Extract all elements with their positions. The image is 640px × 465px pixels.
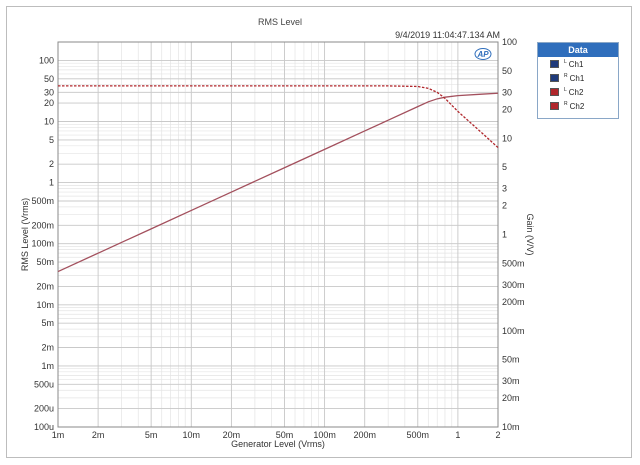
y-right-tick-label: 2 xyxy=(502,201,507,211)
plot-area xyxy=(58,42,498,427)
gain-series-line xyxy=(58,85,499,149)
y-left-tick-label: 20 xyxy=(44,98,54,108)
x-tick-label: 200m xyxy=(353,430,376,440)
y-right-tick-label: 300m xyxy=(502,280,525,290)
legend-series-name: Ch2 xyxy=(568,87,584,97)
y-left-tick-label: 5 xyxy=(49,135,54,145)
y-right-tick-label: 20 xyxy=(502,104,512,114)
y-left-tick-label: 10m xyxy=(36,300,54,310)
x-tick-label: 10m xyxy=(183,430,201,440)
y-right-tick-label: 3 xyxy=(502,184,507,194)
y-left-tick-label: 100m xyxy=(31,239,54,249)
legend-swatch xyxy=(550,88,559,96)
y-left-tick-label: 200u xyxy=(34,404,54,414)
y-left-tick-label: 1m xyxy=(41,361,54,371)
x-tick-label: 5m xyxy=(145,430,158,440)
y-left-tick-label: 100u xyxy=(34,422,54,432)
legend-swatch xyxy=(550,102,559,110)
legend-channel-label: L xyxy=(564,87,567,93)
y-right-tick-label: 30m xyxy=(502,376,520,386)
y-left-tick-label: 50m xyxy=(36,257,54,267)
x-tick-label: 2m xyxy=(92,430,105,440)
legend-panel[interactable]: Data L Ch1 R Ch1 L Ch2 R Ch2 xyxy=(537,42,619,119)
y-left-tick-label: 20m xyxy=(36,281,54,291)
y-right-tick-label: 30 xyxy=(502,87,512,97)
x-tick-label: 50m xyxy=(276,430,294,440)
chart-title: RMS Level xyxy=(257,17,302,27)
y-left-axis-title: RMS Level (Vrms) xyxy=(20,198,30,271)
legend-item[interactable]: L Ch2 xyxy=(538,85,618,99)
y-left-tick-label: 500u xyxy=(34,379,54,389)
ap-logo-text: AP xyxy=(476,50,489,59)
y-left-tick-label: 1 xyxy=(49,178,54,188)
legend-series-name: Ch2 xyxy=(569,101,585,111)
y-right-tick-label: 100m xyxy=(502,326,525,336)
x-tick-label: 1 xyxy=(455,430,460,440)
y-left-tick-label: 200m xyxy=(31,220,54,230)
y-right-tick-label: 100 xyxy=(502,37,517,47)
legend-series-name: Ch1 xyxy=(568,59,584,69)
x-tick-label: 2 xyxy=(495,430,500,440)
y-left-tick-label: 500m xyxy=(31,196,54,206)
y-left-tick-label: 100 xyxy=(39,55,54,65)
legend-item[interactable]: R Ch2 xyxy=(538,99,618,113)
legend-item[interactable]: R Ch1 xyxy=(538,71,618,85)
y-right-tick-label: 1 xyxy=(502,230,507,240)
legend-channel-label: L xyxy=(564,59,567,65)
y-right-tick-label: 5 xyxy=(502,162,507,172)
y-right-tick-label: 200m xyxy=(502,297,525,307)
x-axis-title: Generator Level (Vrms) xyxy=(231,439,325,449)
legend-series-name: Ch1 xyxy=(569,73,585,83)
y-left-tick-label: 30 xyxy=(44,87,54,97)
legend-channel-label: R xyxy=(564,101,568,107)
y-right-tick-label: 10 xyxy=(502,133,512,143)
y-right-tick-label: 500m xyxy=(502,258,525,268)
x-tick-label: 100m xyxy=(313,430,336,440)
x-tick-label: 1m xyxy=(52,430,65,440)
legend-channel-label: R xyxy=(564,73,568,79)
y-right-axis-title: Gain (V/V) xyxy=(525,213,535,255)
measurement-timestamp: 9/4/2019 11:04:47.134 AM xyxy=(395,30,500,40)
y-right-tick-label: 50m xyxy=(502,355,520,365)
legend-items: L Ch1 R Ch1 L Ch2 R Ch2 xyxy=(538,57,618,113)
x-tick-label: 500m xyxy=(406,430,429,440)
x-tick-label: 20m xyxy=(223,430,241,440)
rms-level-series-line xyxy=(57,92,499,273)
y-right-tick-label: 50 xyxy=(502,66,512,76)
y-left-tick-label: 2m xyxy=(41,343,54,353)
ap-logo xyxy=(474,48,492,60)
y-left-tick-label: 50 xyxy=(44,74,54,84)
legend-item[interactable]: L Ch1 xyxy=(538,57,618,71)
y-left-tick-label: 10 xyxy=(44,116,54,126)
legend-swatch xyxy=(550,60,559,68)
y-right-tick-label: 10m xyxy=(502,422,520,432)
legend-swatch xyxy=(550,74,559,82)
legend-header: Data xyxy=(538,43,618,57)
y-left-tick-label: 2 xyxy=(49,159,54,169)
y-right-tick-label: 20m xyxy=(502,393,520,403)
y-left-tick-label: 5m xyxy=(41,318,54,328)
plot-border xyxy=(57,41,499,428)
